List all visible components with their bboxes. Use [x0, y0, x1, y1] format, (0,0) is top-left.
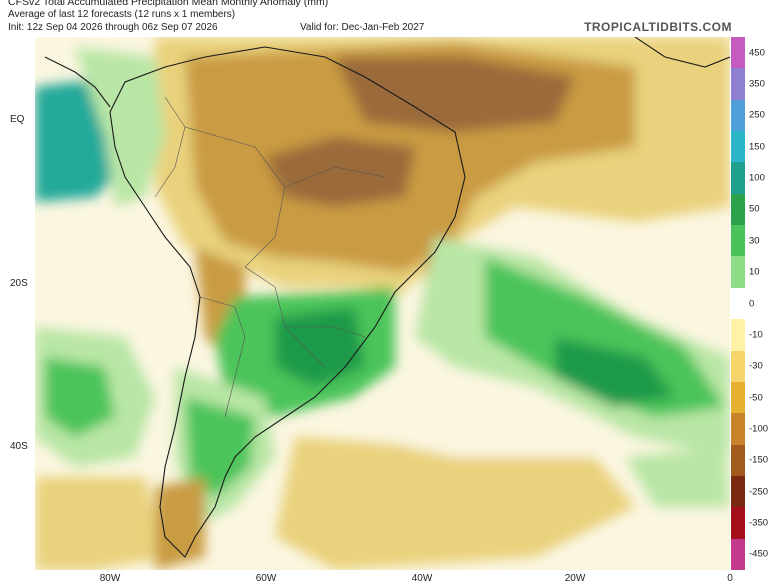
lat-label-20s: 20S	[10, 278, 28, 289]
colorbar-cell	[731, 256, 745, 289]
lon-label-0: 0	[727, 573, 733, 584]
dry-strong-central	[265, 137, 415, 207]
colorbar-label: -100	[749, 423, 769, 435]
wet-mid-atlantic-band	[485, 257, 725, 417]
colorbar-cell	[731, 444, 745, 477]
lon-label-20w: 20W	[564, 573, 586, 584]
valid-period: Valid for: Dec-Jan-Feb 2027	[300, 22, 425, 33]
colorbar-cell	[731, 538, 745, 571]
init-time: Init: 12z Sep 04 2026 through 06z Sep 07…	[8, 22, 218, 33]
colorbar-label: 0	[749, 298, 755, 309]
dry-light-southwest	[35, 477, 165, 570]
subtitle: Average of last 12 forecasts (12 runs x …	[8, 9, 236, 20]
precip-anomaly-map	[35, 37, 730, 570]
colorbar-label: -150	[749, 454, 769, 466]
colorbar-label: 100	[749, 172, 765, 184]
colorbar-cell	[731, 350, 745, 383]
wet-mid-pacific	[45, 357, 115, 437]
colorbar-cell	[731, 99, 745, 132]
lon-label-40w: 40W	[411, 573, 433, 584]
colorbar-label: 450	[749, 47, 765, 59]
brand-watermark: TROPICALTIDBITS.COM	[584, 20, 732, 34]
colorbar-cell	[731, 225, 745, 257]
colorbar-cell	[731, 131, 745, 163]
lon-label-80w: 80W	[99, 573, 121, 584]
africa-coast	[634, 37, 730, 68]
neutral-south-atlantic	[365, 397, 635, 457]
colorbar-label: -10	[749, 329, 763, 341]
colorbar-label: -30	[749, 360, 763, 372]
colorbar-label: 250	[749, 109, 765, 121]
dry-light-south-atlantic	[275, 437, 635, 570]
colorbar-cell	[731, 413, 745, 446]
colorbar-cell	[731, 381, 745, 414]
anomaly-fields	[35, 37, 730, 570]
lat-label-eq: EQ	[10, 114, 25, 125]
wet-mid-patagonia	[185, 397, 255, 497]
colorbar-label: -450	[749, 548, 769, 560]
colorbar-cell	[731, 287, 745, 320]
lat-label-40s: 40S	[10, 441, 28, 452]
colorbar-label: 150	[749, 141, 765, 153]
colorbar-cell	[731, 68, 745, 101]
colorbar-cell	[731, 193, 745, 226]
colorbar-label: 30	[749, 235, 760, 247]
country-borders	[154, 96, 386, 418]
title: CFSv2 Total Accumulated Precipitation Me…	[8, 0, 329, 8]
colorbar-cell	[731, 162, 745, 195]
colorbar-cell	[731, 37, 745, 69]
dry-strong-north	[335, 57, 575, 132]
colorbar-cell	[731, 475, 745, 508]
wet-light-northwest	[75, 47, 165, 207]
dry-mid-tip	[155, 477, 205, 570]
colorbar	[731, 37, 745, 571]
colorbar-label: -250	[749, 486, 769, 498]
wet-light-southeast	[625, 447, 730, 507]
colorbar-cell	[731, 319, 745, 352]
wet-strong-atlantic	[555, 337, 675, 407]
colorbar-label: 50	[749, 203, 760, 215]
colorbar-label: 350	[749, 78, 765, 90]
colorbar-label: 10	[749, 266, 760, 278]
colorbar-cell	[731, 507, 745, 540]
colorbar-label: -350	[749, 517, 769, 529]
colorbar-label: -50	[749, 392, 763, 404]
central-america-coast	[44, 56, 111, 108]
map-canvas	[35, 37, 730, 570]
lon-label-60w: 60W	[255, 573, 277, 584]
